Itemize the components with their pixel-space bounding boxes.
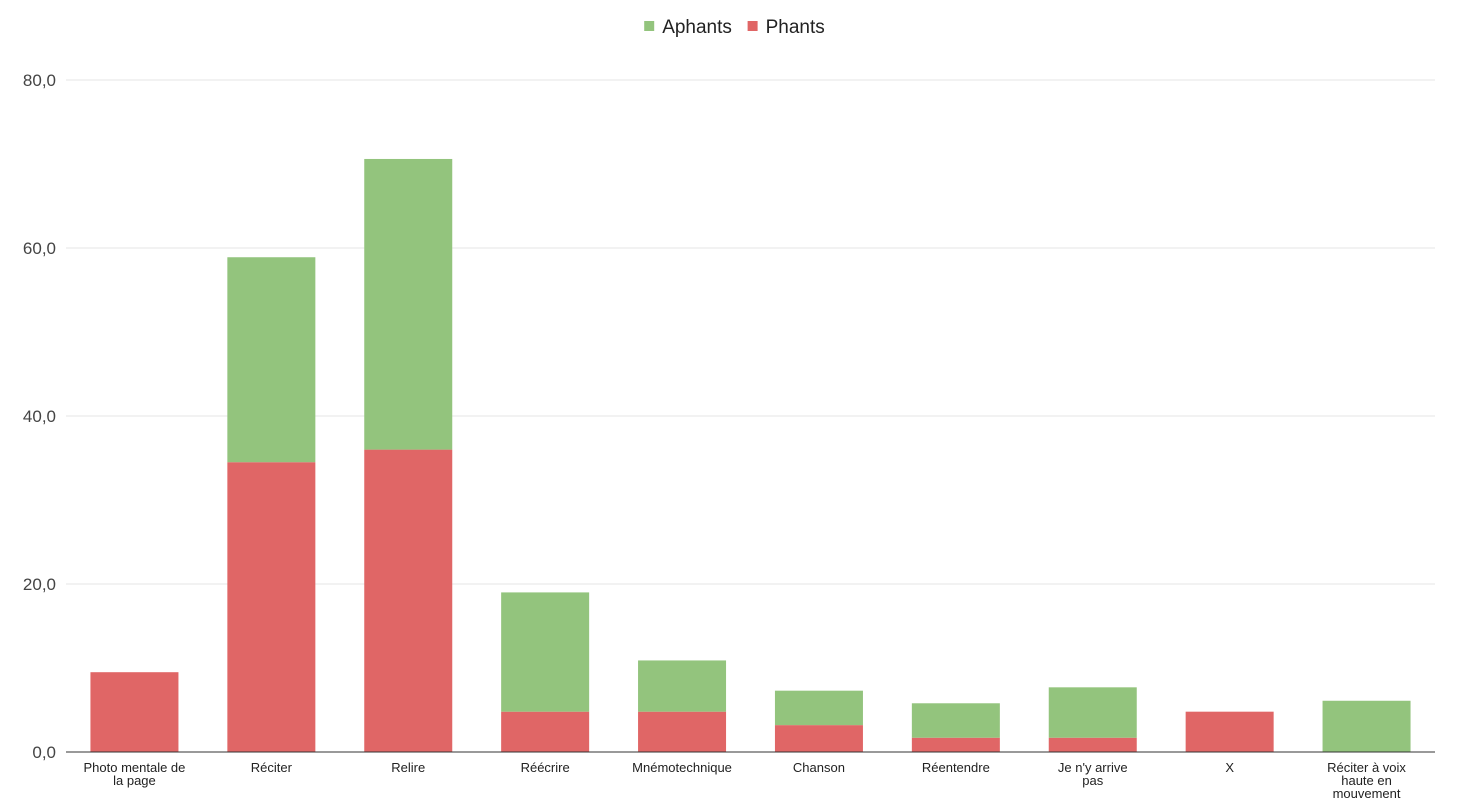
bar-phants-4 bbox=[638, 711, 727, 752]
x-tick-label: Réécrire bbox=[521, 760, 570, 775]
y-tick-label: 40,0 bbox=[23, 407, 56, 426]
x-tick-label: Photo mentale de la page bbox=[83, 760, 185, 788]
y-axis: 0,0 20,0 40,0 60,0 80,0 bbox=[23, 71, 56, 762]
bars bbox=[90, 158, 1411, 752]
y-tick-label: 20,0 bbox=[23, 575, 56, 594]
y-tick-label: 80,0 bbox=[23, 71, 56, 90]
bar-phants-6 bbox=[911, 737, 1000, 752]
legend: Aphants Phants bbox=[644, 17, 825, 38]
bar-phants-2 bbox=[364, 449, 453, 752]
bar-phants-5 bbox=[774, 725, 863, 752]
x-tick-label: Mnémotechnique bbox=[632, 760, 732, 775]
bar-aphants-2 bbox=[364, 158, 453, 450]
bar-phants-3 bbox=[501, 711, 590, 752]
x-tick-label: X bbox=[1225, 760, 1234, 775]
legend-label-aphants: Aphants bbox=[662, 17, 732, 38]
x-tick-label: Chanson bbox=[793, 760, 845, 775]
y-tick-label: 0,0 bbox=[32, 743, 56, 762]
bar-aphants-6 bbox=[911, 703, 1000, 738]
x-tick-label: Réentendre bbox=[922, 760, 990, 775]
bar-aphants-7 bbox=[1048, 687, 1137, 738]
x-tick-label: Je n'y arrive pas bbox=[1058, 760, 1128, 788]
legend-label-phants: Phants bbox=[766, 17, 825, 38]
x-tick-label: Relire bbox=[391, 760, 425, 775]
bar-aphants-5 bbox=[774, 690, 863, 726]
bar-aphants-1 bbox=[227, 257, 316, 463]
bar-phants-0 bbox=[90, 672, 179, 752]
legend-swatch-aphants bbox=[644, 21, 655, 31]
bar-phants-7 bbox=[1048, 737, 1137, 752]
y-tick-label: 60,0 bbox=[23, 239, 56, 258]
bar-aphants-3 bbox=[501, 592, 590, 712]
bar-phants-1 bbox=[227, 462, 316, 752]
bar-aphants-4 bbox=[638, 660, 727, 712]
x-tick-label: Réciter à voix haute en mouvement bbox=[1327, 760, 1406, 801]
x-axis: Photo mentale de la page Réciter Relire Rééc… bbox=[66, 751, 1435, 801]
x-tick-label: Réciter bbox=[251, 760, 293, 775]
bar-phants-8 bbox=[1185, 711, 1274, 752]
bar-aphants-9 bbox=[1322, 700, 1411, 752]
legend-swatch-phants bbox=[747, 21, 758, 31]
